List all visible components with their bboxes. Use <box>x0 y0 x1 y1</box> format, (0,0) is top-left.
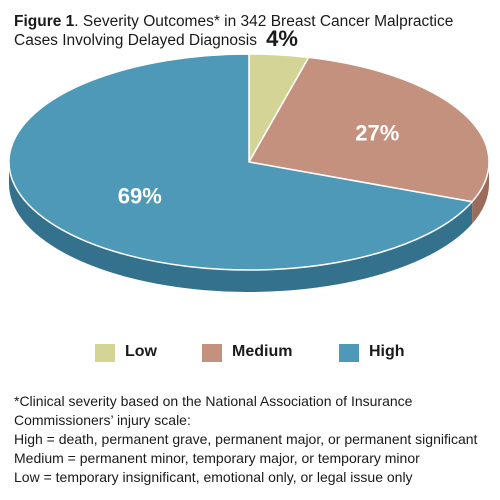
figure-title: Figure 1. Severity Outcomes* in 342 Brea… <box>14 12 486 50</box>
pie-slice-medium <box>248 56 490 203</box>
footnote: *Clinical severity based on the National… <box>14 392 494 487</box>
footnote-line: High = death, permanent grave, permanent… <box>14 431 478 447</box>
pie-label-medium: 27% <box>355 121 399 146</box>
legend-label-medium: Medium <box>232 343 293 360</box>
figure-title-text: . Severity Outcomes* in 342 Breast Cance… <box>14 13 454 49</box>
pie-side-high <box>9 162 473 292</box>
footnote-line: *Clinical severity based on the National… <box>14 393 413 409</box>
legend-swatch-low <box>95 344 115 362</box>
footnote-line: Medium = permanent minor, temporary majo… <box>14 450 420 466</box>
legend-swatch-high <box>339 344 359 362</box>
footnote-line: Commissioners’ injury scale: <box>14 412 191 428</box>
footnote-line: Low = temporary insignificant, emotional… <box>14 469 413 485</box>
pie-label-low: 4% <box>266 26 298 51</box>
pie-label-high: 69% <box>118 183 162 208</box>
pie-slice-high <box>8 53 473 271</box>
legend: Low Medium High <box>0 341 500 365</box>
pie-tops <box>8 53 490 271</box>
legend-label-low: Low <box>125 343 157 360</box>
figure-label: Figure 1 <box>14 13 75 30</box>
legend-swatch-medium <box>202 344 222 362</box>
pie-sides <box>9 162 489 292</box>
pie-labels: 4% 27% 69% <box>118 26 400 208</box>
pie-chart: 4% 27% 69% <box>8 26 490 292</box>
pie-side-medium <box>472 162 489 224</box>
legend-label-high: High <box>369 343 405 360</box>
